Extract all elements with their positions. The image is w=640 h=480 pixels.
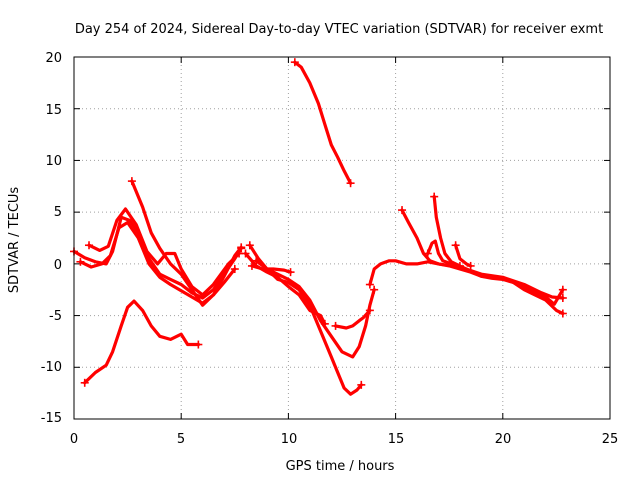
series-track-15 [430,192,464,270]
x-tick-label: 10 [281,432,298,447]
y-axis-label: SDTVAR / TECUs [7,187,22,294]
data-point-marker [451,241,460,250]
y-tick-label: 20 [45,51,62,66]
series-line [293,60,353,185]
data-point-marker [194,340,203,349]
series-line [426,239,565,306]
series-line [334,308,372,330]
series-track-9 [247,261,295,277]
data-point-marker [558,293,567,302]
data-point-marker [466,261,475,270]
data-point-marker [365,306,374,315]
series-line [250,264,293,274]
series-line [254,259,376,359]
data-point-marker [241,249,250,258]
data-point-marker [370,285,379,294]
data-point-marker [247,261,256,270]
x-tick-label: 20 [495,432,512,447]
data-point-marker [558,309,567,318]
data-point-marker [85,241,94,250]
series-track-5 [80,299,203,387]
y-tick-label: -10 [41,360,62,375]
x-tick-label: 25 [602,432,619,447]
series-line [83,299,200,385]
series-line [432,195,462,268]
x-tick-label: 5 [177,432,185,447]
y-tick-label: 5 [54,205,62,220]
data-point-marker [331,321,340,330]
data-point-marker [230,265,239,274]
data-point-marker [455,261,464,270]
y-tick-label: 0 [54,258,62,273]
data-point-marker [237,243,246,252]
data-point-marker [430,192,439,201]
series-track-14 [423,239,567,306]
plot-frame [73,56,611,420]
y-tick-label: -5 [49,309,62,324]
data-point-marker [76,257,85,266]
data-point-marker [558,285,567,294]
data-point-marker [320,319,329,328]
data-point-marker [398,206,407,215]
series-track-11 [290,58,355,188]
data-point-marker [346,179,355,188]
data-point-marker [245,241,254,250]
data-point-marker [80,378,89,387]
x-tick-labels: 0 5 10 15 20 25 [70,432,618,447]
y-tick-label: -15 [41,411,62,426]
series-line [454,243,473,268]
series-track-16 [451,241,475,270]
data-point-marker [423,249,432,258]
x-tick-label: 15 [388,432,405,447]
data-point-marker [357,380,366,389]
data-point-marker [127,177,136,186]
data-point-marker [290,58,299,67]
data-point-marker [365,280,374,289]
gridlines [74,57,610,419]
series-track-10 [331,306,374,330]
y-tick-label: 15 [45,103,62,118]
series-line [87,207,241,297]
x-axis-label: GPS time / hours [286,459,395,474]
y-tick-label: 10 [45,154,62,169]
data-series [70,58,567,396]
chart-title: Day 254 of 2024, Sidereal Day-to-day VTE… [75,22,603,37]
y-tick-labels: -15 -10 -5 0 5 10 15 20 [41,51,62,426]
series-track-4 [127,177,246,307]
series-line [130,179,243,307]
x-tick-label: 0 [70,432,78,447]
data-point-marker [286,268,295,277]
